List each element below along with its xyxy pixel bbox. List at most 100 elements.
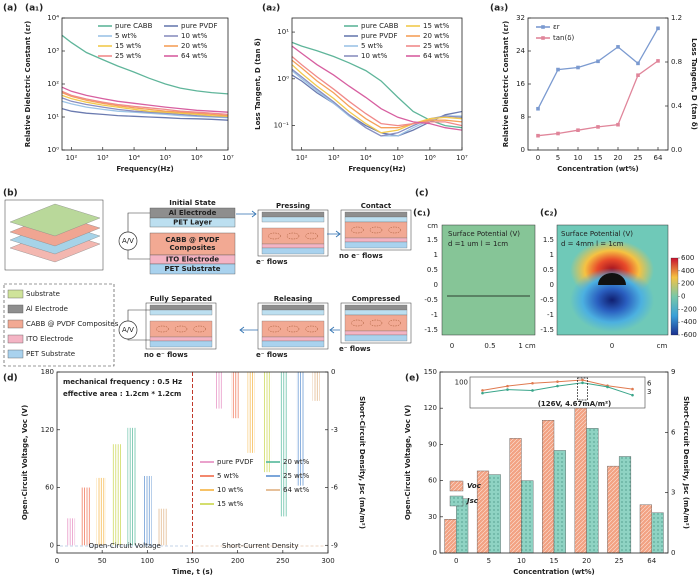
- y-tick-label: 10³: [47, 47, 59, 55]
- inset-marker: [606, 385, 609, 389]
- device-layer: [344, 221, 408, 239]
- plot-frame: [439, 371, 669, 554]
- particle: [156, 325, 169, 333]
- arrow: [327, 230, 341, 238]
- colorbar: [670, 257, 679, 336]
- particle: [286, 325, 300, 333]
- voc-pulse: [127, 427, 137, 546]
- y-tick-label: 30: [428, 513, 437, 521]
- legend-label: 5 wt%: [115, 32, 137, 40]
- device-layer: [149, 336, 213, 342]
- state-name: Pressing: [276, 202, 310, 210]
- series-line: [291, 56, 463, 127]
- bar: [488, 474, 501, 554]
- legend-label: 25 wt%: [283, 472, 310, 480]
- legend-label: Al Electrode: [26, 305, 68, 313]
- y2-tick-label: 0.4: [671, 102, 683, 110]
- device-layer: [149, 309, 213, 316]
- y2-axis-label: Short-Circuit Density, Jsc (mA/m²): [358, 396, 366, 529]
- particle: [268, 232, 281, 240]
- colorbar-label: 0: [681, 293, 685, 301]
- device-frame: [257, 209, 329, 257]
- series-line: [61, 91, 229, 117]
- colorbar-label: -200: [681, 305, 697, 313]
- marker: [656, 26, 660, 31]
- marker: [616, 45, 620, 49]
- x-tick-label: 10: [517, 557, 526, 565]
- panel-label: (d): [3, 374, 18, 384]
- marker: [596, 59, 600, 64]
- inset-marker: [581, 378, 584, 382]
- legend-label: Voc: [467, 482, 482, 490]
- x-tick-label: 5: [556, 154, 560, 162]
- legend-label: PET Substrate: [26, 350, 75, 358]
- legend-label: 10 wt%: [217, 486, 244, 494]
- y-tick-label: 90: [428, 440, 437, 448]
- y2-tick-label: 0: [671, 549, 675, 557]
- y-tick-label: 10⁰: [277, 75, 289, 83]
- bar: [444, 519, 457, 554]
- x-tick-label: 15: [550, 557, 559, 565]
- x-axis-label: Frequency(Hz): [348, 165, 405, 173]
- particle: [369, 319, 383, 327]
- state-name: Compressed: [352, 295, 401, 303]
- inset-y-tick-label: 100: [455, 379, 468, 387]
- device-layer: [344, 241, 408, 249]
- y-tick-label: 16: [516, 80, 525, 88]
- legend-swatch: [7, 319, 24, 329]
- device-frame: [145, 302, 217, 350]
- plot-frame: [291, 17, 463, 151]
- x-tick-label: 10³: [97, 154, 109, 162]
- bar: [456, 498, 469, 554]
- colorbar-label: 200: [681, 280, 694, 288]
- colorbar-label: 400: [681, 267, 694, 275]
- jsc-pulse: [263, 372, 272, 473]
- device-layer: [344, 334, 408, 342]
- inset-marker: [531, 381, 534, 385]
- jsc-pulse: [215, 372, 223, 409]
- legend-label: CABB @ PVDF Composites: [26, 320, 119, 328]
- device-layer: [344, 330, 408, 336]
- map-params: d =1 um l = 1cm: [448, 240, 508, 248]
- y-axis-label: Relative Dielectric Constant (εr): [24, 21, 32, 147]
- marker: [636, 61, 640, 66]
- particle: [193, 325, 206, 333]
- particle: [388, 319, 401, 327]
- x-tick-label: 10²: [296, 154, 308, 162]
- x-tick-label: 0.5: [484, 342, 495, 350]
- particle: [305, 232, 318, 240]
- x-tick-label: cm: [657, 342, 668, 350]
- legend-label: 64 wt%: [283, 486, 310, 494]
- voc-pulse: [112, 444, 122, 546]
- series-line: [61, 90, 229, 116]
- x-tick-label: 20: [614, 154, 623, 162]
- x-tick-label: 0: [610, 342, 614, 350]
- x-tick-label: 5: [487, 557, 491, 565]
- y-tick-label: 0: [433, 549, 437, 557]
- x-tick-label: 64: [647, 557, 656, 565]
- panel-label: (b): [3, 189, 18, 199]
- electrode-arc: [598, 273, 626, 285]
- panel-label: (a₂): [262, 4, 280, 14]
- flow-label: e⁻ flows: [339, 345, 371, 353]
- particle: [369, 226, 383, 234]
- x-tick-label: 1 cm: [518, 342, 536, 350]
- series-line: [291, 45, 463, 131]
- x-tick-label: 10³: [328, 154, 340, 162]
- y-tick-label: 1: [550, 251, 554, 259]
- meter-label: A/V: [122, 237, 134, 245]
- bar: [553, 450, 566, 554]
- voc-pulse: [96, 477, 106, 546]
- legend-label: εr: [553, 23, 560, 31]
- device-layer: [261, 320, 325, 338]
- device-layer: [149, 304, 213, 311]
- device-layer: [149, 263, 236, 275]
- jsc-pulse: [247, 372, 255, 453]
- series-line: [291, 70, 462, 137]
- device-layer: [261, 216, 325, 223]
- flow-label: e⁻ flows: [256, 258, 288, 266]
- legend-label: 25 wt%: [423, 42, 450, 50]
- marker: [616, 122, 620, 127]
- legend-box: [3, 283, 115, 367]
- bar: [607, 465, 620, 554]
